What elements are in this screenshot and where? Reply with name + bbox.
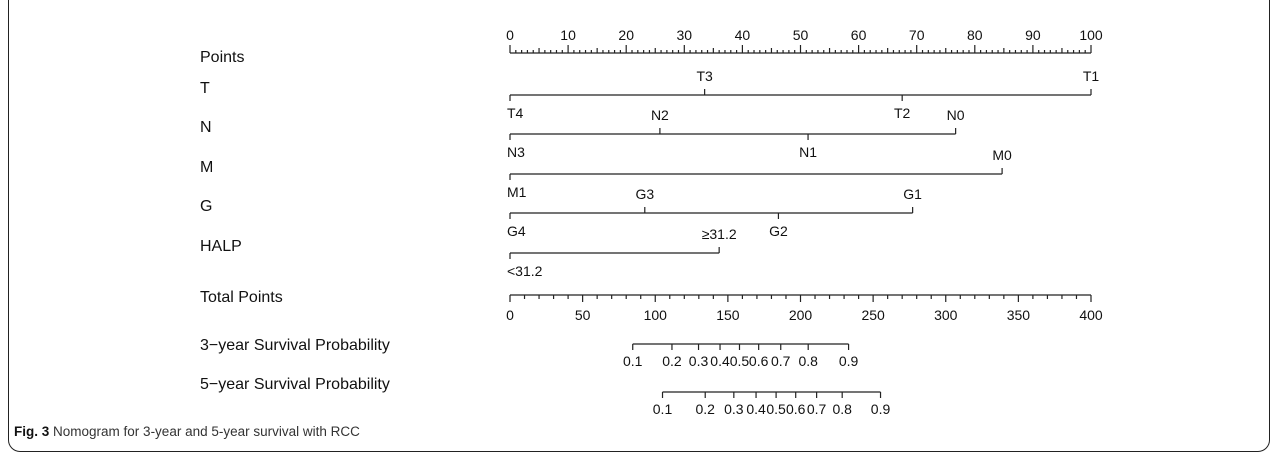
- level-label: N3: [507, 144, 525, 160]
- level-label: T2: [894, 105, 911, 121]
- probability-tick-label: 0.8: [832, 401, 852, 417]
- level-label: N1: [799, 144, 817, 160]
- probability-tick-label: 0.2: [695, 401, 715, 417]
- points-tick-label: 30: [677, 27, 693, 43]
- probability-tick-label: 0.3: [724, 401, 744, 417]
- level-label: T4: [507, 105, 524, 121]
- probability-tick-label: 0.9: [839, 353, 859, 369]
- points-tick-label: 70: [909, 27, 925, 43]
- total-points-tick-label: 400: [1079, 307, 1103, 323]
- total-points-tick-label: 150: [716, 307, 740, 323]
- figure-caption-label: Fig. 3: [14, 424, 50, 439]
- points-tick-label: 40: [735, 27, 751, 43]
- probability-tick-label: 0.6: [749, 353, 769, 369]
- level-label: M1: [507, 184, 527, 200]
- figure-frame: [8, 0, 1270, 452]
- figure-caption: Fig. 3 Nomogram for 3-year and 5-year su…: [14, 424, 360, 439]
- points-tick-label: 90: [1025, 27, 1041, 43]
- probability-axis-label: 5−year Survival Probability: [200, 376, 390, 393]
- level-label: M0: [992, 147, 1012, 163]
- level-label: G4: [507, 223, 526, 239]
- variable-label: HALP: [200, 238, 242, 255]
- level-label: T1: [1083, 68, 1100, 84]
- probability-tick-label: 0.6: [786, 401, 806, 417]
- level-label: ≥31.2: [702, 226, 737, 242]
- level-label: <31.2: [507, 263, 543, 279]
- variable-label: T: [200, 80, 210, 97]
- points-tick-label: 80: [967, 27, 983, 43]
- probability-tick-label: 0.4: [710, 353, 730, 369]
- points-tick-label: 10: [560, 27, 576, 43]
- probability-tick-label: 0.7: [771, 353, 791, 369]
- figure-caption-text: Nomogram for 3-year and 5-year survival …: [53, 424, 360, 439]
- level-label: N0: [947, 107, 965, 123]
- total-points-tick-label: 250: [861, 307, 885, 323]
- total-points-tick-label: 100: [644, 307, 668, 323]
- level-label: N2: [651, 107, 669, 123]
- probability-tick-label: 0.7: [807, 401, 827, 417]
- total-points-tick-label: 300: [934, 307, 958, 323]
- probability-tick-label: 0.4: [746, 401, 766, 417]
- points-tick-label: 60: [851, 27, 867, 43]
- total-points-axis-label: Total Points: [200, 289, 283, 306]
- points-tick-label: 100: [1079, 27, 1103, 43]
- probability-tick-label: 0.5: [730, 353, 750, 369]
- total-points-tick-label: 350: [1007, 307, 1031, 323]
- variable-label: N: [200, 119, 212, 136]
- probability-tick-label: 0.3: [689, 353, 709, 369]
- level-label: G1: [903, 186, 922, 202]
- points-tick-label: 0: [506, 27, 514, 43]
- level-label: G2: [769, 223, 788, 239]
- level-label: G3: [635, 186, 654, 202]
- probability-axis-label: 3−year Survival Probability: [200, 337, 390, 354]
- probability-tick-label: 0.1: [653, 401, 673, 417]
- points-axis-label: Points: [200, 49, 244, 66]
- points-tick-label: 50: [793, 27, 809, 43]
- probability-tick-label: 0.2: [662, 353, 682, 369]
- total-points-tick-label: 0: [506, 307, 514, 323]
- nomogram-chart: Points 0 10 20 30 40 50 60 70 80 90 100 T T4 T3 T2 T1 N N3…: [200, 27, 1103, 417]
- level-label: T3: [696, 68, 713, 84]
- total-points-tick-label: 50: [575, 307, 591, 323]
- probability-tick-label: 0.8: [798, 353, 818, 369]
- probability-tick-label: 0.1: [623, 353, 643, 369]
- probability-tick-label: 0.9: [871, 401, 891, 417]
- variable-label: G: [200, 198, 212, 215]
- points-tick-label: 20: [618, 27, 634, 43]
- probability-tick-label: 0.5: [766, 401, 786, 417]
- variable-label: M: [200, 159, 213, 176]
- total-points-tick-label: 200: [789, 307, 813, 323]
